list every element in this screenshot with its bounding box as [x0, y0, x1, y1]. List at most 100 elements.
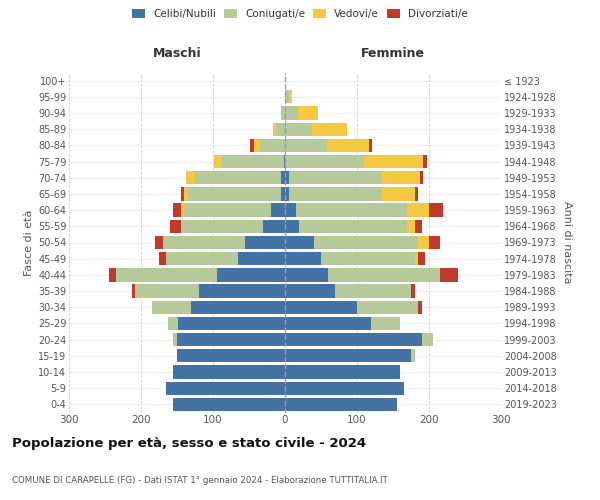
Bar — [407, 220, 415, 233]
Bar — [285, 349, 411, 362]
Bar — [284, 155, 285, 168]
Bar — [285, 300, 357, 314]
Bar — [178, 317, 285, 330]
Bar — [285, 204, 296, 217]
Bar — [260, 138, 285, 152]
Bar — [281, 106, 285, 120]
Bar — [254, 138, 260, 152]
Bar — [415, 220, 422, 233]
Bar — [285, 90, 289, 104]
Bar — [177, 333, 285, 346]
Bar — [177, 349, 285, 362]
Text: Popolazione per età, sesso e stato civile - 2024: Popolazione per età, sesso e stato civil… — [12, 437, 366, 450]
Bar — [357, 300, 418, 314]
Bar — [419, 171, 423, 184]
Bar — [313, 122, 347, 136]
Bar — [411, 284, 415, 298]
Bar — [429, 236, 440, 249]
Bar — [109, 268, 116, 281]
Bar — [321, 252, 415, 266]
Bar — [407, 204, 429, 217]
Bar — [285, 220, 299, 233]
Bar — [285, 398, 397, 411]
Y-axis label: Fasce di età: Fasce di età — [23, 210, 34, 276]
Bar — [285, 252, 321, 266]
Bar — [187, 171, 195, 184]
Bar — [188, 188, 281, 200]
Bar — [281, 188, 285, 200]
Bar — [285, 284, 335, 298]
Bar — [289, 90, 292, 104]
Bar — [170, 220, 181, 233]
Bar — [418, 252, 425, 266]
Bar — [285, 188, 289, 200]
Bar — [263, 220, 285, 233]
Bar — [238, 252, 285, 266]
Bar — [314, 236, 418, 249]
Bar — [422, 333, 433, 346]
Bar — [135, 284, 199, 298]
Bar — [191, 300, 285, 314]
Text: COMUNE DI CARAPELLE (FG) - Dati ISTAT 1° gennaio 2024 - Elaborazione TUTTITALIA.: COMUNE DI CARAPELLE (FG) - Dati ISTAT 1°… — [12, 476, 388, 485]
Bar — [116, 268, 217, 281]
Y-axis label: Anni di nascita: Anni di nascita — [562, 201, 572, 283]
Bar — [335, 284, 411, 298]
Bar — [364, 155, 423, 168]
Bar — [368, 138, 372, 152]
Bar — [245, 236, 285, 249]
Bar — [173, 204, 181, 217]
Bar — [195, 171, 281, 184]
Text: Maschi: Maschi — [152, 46, 202, 60]
Bar — [423, 155, 427, 168]
Bar — [166, 382, 285, 395]
Bar — [296, 204, 407, 217]
Bar — [199, 284, 285, 298]
Bar — [285, 366, 400, 378]
Bar — [217, 268, 285, 281]
Bar — [285, 138, 327, 152]
Bar — [155, 236, 163, 249]
Bar — [285, 155, 364, 168]
Bar — [152, 300, 191, 314]
Bar — [167, 317, 178, 330]
Bar — [184, 204, 271, 217]
Bar — [214, 155, 223, 168]
Bar — [173, 366, 285, 378]
Bar — [429, 204, 443, 217]
Bar — [418, 236, 429, 249]
Bar — [181, 188, 184, 200]
Bar — [223, 155, 284, 168]
Bar — [181, 204, 184, 217]
Bar — [277, 122, 285, 136]
Bar — [285, 106, 298, 120]
Bar — [299, 220, 407, 233]
Bar — [285, 236, 314, 249]
Bar — [289, 171, 382, 184]
Bar — [418, 300, 422, 314]
Legend: Celibi/Nubili, Coniugati/e, Vedovi/e, Divorziati/e: Celibi/Nubili, Coniugati/e, Vedovi/e, Di… — [128, 5, 472, 24]
Bar — [173, 398, 285, 411]
Bar — [415, 188, 418, 200]
Bar — [285, 333, 422, 346]
Bar — [131, 284, 135, 298]
Bar — [281, 171, 285, 184]
Bar — [411, 349, 415, 362]
Bar — [271, 204, 285, 217]
Bar — [289, 188, 382, 200]
Bar — [327, 138, 368, 152]
Bar — [250, 138, 254, 152]
Bar — [328, 268, 440, 281]
Bar — [382, 188, 415, 200]
Bar — [285, 268, 328, 281]
Bar — [163, 236, 245, 249]
Bar — [285, 317, 371, 330]
Text: Femmine: Femmine — [361, 46, 425, 60]
Bar — [285, 122, 313, 136]
Bar — [440, 268, 458, 281]
Bar — [166, 252, 238, 266]
Bar — [285, 171, 289, 184]
Bar — [273, 122, 277, 136]
Bar — [181, 220, 263, 233]
Bar — [371, 317, 400, 330]
Bar — [382, 171, 419, 184]
